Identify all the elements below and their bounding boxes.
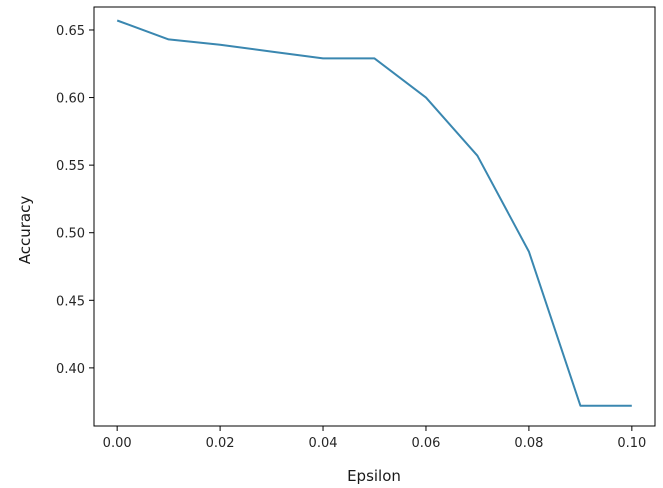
y-tick-label: 0.55	[56, 159, 85, 174]
y-tick-label: 0.40	[56, 362, 85, 377]
accuracy-line	[116, 19, 632, 407]
y-tick-label: 0.60	[56, 92, 85, 107]
x-tick-label: 0.04	[309, 436, 338, 451]
y-tick-label: 0.50	[56, 227, 85, 242]
x-tick-label: 0.02	[206, 436, 235, 451]
x-tick-label: 0.08	[514, 436, 543, 451]
x-tick-label: 0.10	[617, 436, 646, 451]
series-layer	[116, 19, 632, 407]
y-axis-label: Accuracy	[16, 196, 34, 265]
x-tick-label: 0.00	[103, 436, 132, 451]
x-tick-label: 0.06	[411, 436, 440, 451]
y-axis: 0.40 0.45 0.50 0.55 0.60 0.65	[56, 24, 94, 377]
y-tick-label: 0.45	[56, 294, 85, 309]
x-axis-label: Epsilon	[347, 467, 401, 485]
plot-frame	[93, 6, 656, 427]
y-tick-label: 0.65	[56, 24, 85, 39]
x-axis: 0.00 0.02 0.04 0.06 0.08 0.10	[103, 426, 646, 451]
